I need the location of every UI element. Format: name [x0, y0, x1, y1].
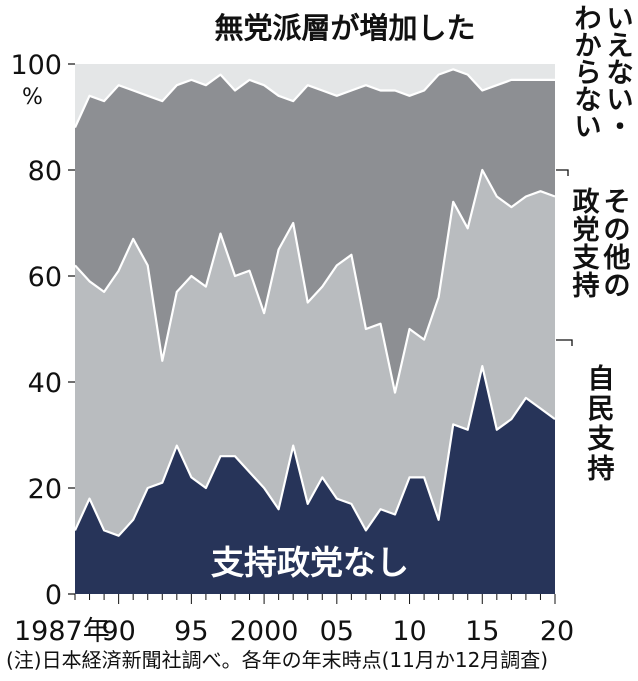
series-label-ldp: 持 [588, 454, 615, 485]
series-label-dont-know: な [575, 85, 602, 116]
series-label-other: の [604, 271, 631, 302]
series-label-dont-know: な [607, 58, 634, 89]
series-label-other: 持 [573, 271, 600, 302]
x-tick-label: 1987年 [14, 616, 110, 647]
line-none-support [73, 365, 556, 537]
y-tick-label: 40 [28, 368, 62, 399]
x-tick-label: 15 [465, 616, 499, 647]
chart-lines [73, 68, 556, 537]
series-label-dont-know: ら [575, 58, 602, 89]
y-tick-label: 100 [10, 50, 62, 81]
series-label-other: そ [604, 187, 631, 218]
y-tick-label: 60 [28, 262, 62, 293]
y-tick-label: 20 [28, 474, 62, 505]
series-label-other: 政 [573, 187, 600, 218]
y-axis: 0 20 40 60 80 100 [10, 50, 75, 611]
label-connector [556, 169, 569, 176]
series-label-ldp: 自 [588, 363, 615, 395]
series-label-other: 支 [573, 243, 600, 274]
series-label-dont-know: え [607, 31, 634, 62]
area-none-support [75, 366, 555, 594]
label-connectors [556, 169, 573, 346]
chart-areas [75, 64, 555, 594]
label-connector [556, 339, 573, 346]
series-label-dont-know: ・ [607, 112, 634, 143]
series-label-other: 党 [573, 215, 600, 246]
series-label-dont-know: わ [575, 4, 602, 35]
series-label-dont-know: い [607, 85, 634, 116]
x-tick-label: 2000 [230, 616, 299, 647]
y-unit-label: % [22, 85, 43, 110]
series-label-dont-know: か [575, 31, 602, 62]
series-label-none-support: 支持政党なし [211, 543, 409, 582]
series-label-other: の [604, 215, 631, 246]
series-label-other: 他 [603, 243, 631, 274]
series-label-dont-know: い [607, 4, 634, 35]
series-label-ldp: 民 [588, 394, 615, 425]
series-label-dont-know: い [575, 112, 602, 143]
y-tick-label: 80 [28, 156, 62, 187]
x-tick-label: 90 [101, 616, 135, 647]
line-other [73, 68, 555, 129]
area-ldp [75, 170, 555, 536]
chart-title: 無党派層が増加した [214, 11, 475, 45]
x-tick-label: 05 [320, 616, 354, 647]
y-tick-label: 0 [45, 580, 62, 611]
x-tick-label: 20 [540, 616, 574, 647]
footnote: (注)日本経済新聞社調べ。各年の年末時点(11月か12月調査) [6, 648, 548, 672]
line-ldp [74, 168, 556, 394]
area-dont-know [75, 64, 555, 128]
area-other [75, 69, 555, 393]
x-tick-label: 10 [392, 616, 426, 647]
x-tick-label: 95 [174, 616, 208, 647]
series-label-ldp: 支 [588, 424, 615, 455]
